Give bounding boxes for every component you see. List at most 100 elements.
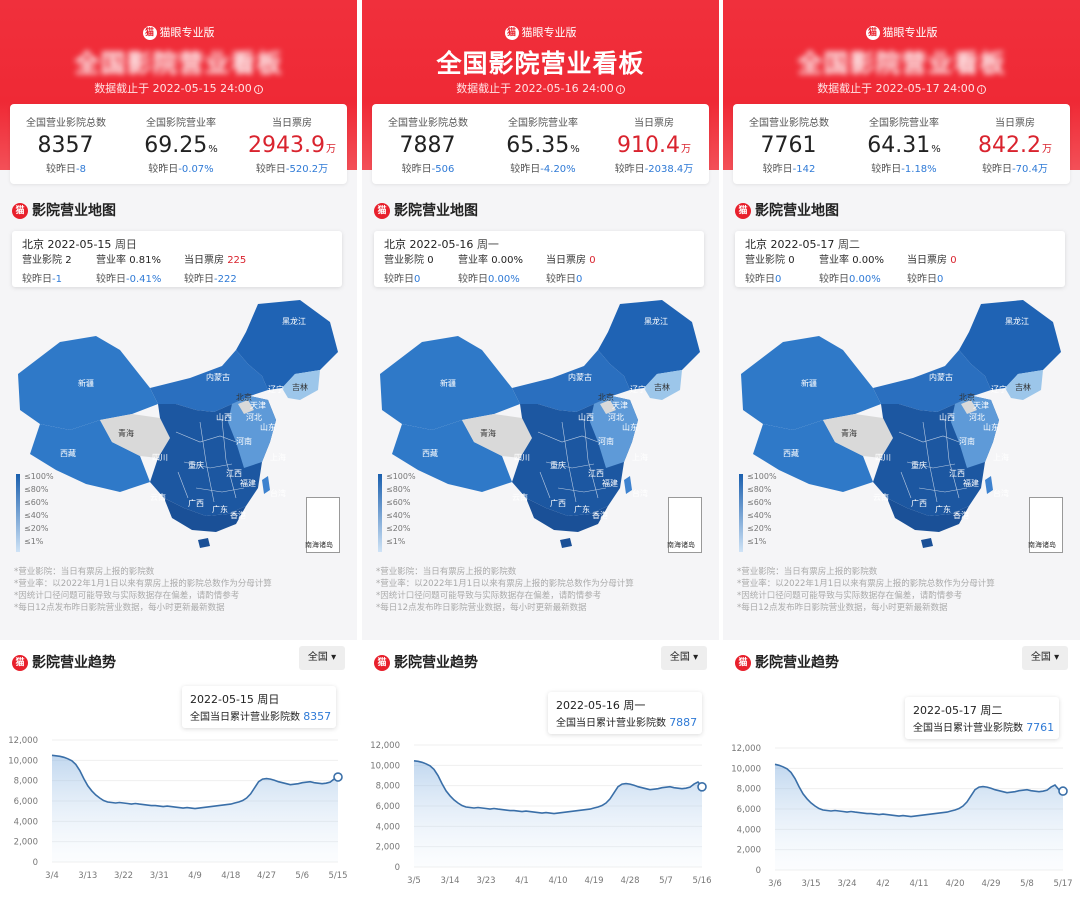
map-province-label[interactable]: 辽宁 xyxy=(630,385,646,394)
x-tick-label: 5/17 xyxy=(1053,879,1072,889)
map-province-label[interactable]: 天津 xyxy=(612,401,628,410)
map-province-label[interactable]: 河北 xyxy=(246,413,262,422)
x-tick-label: 4/2 xyxy=(876,879,890,889)
map-province-label[interactable]: 上海 xyxy=(270,453,286,462)
scope-dropdown[interactable]: 全国 ▾ xyxy=(299,646,345,670)
trend-last-point[interactable] xyxy=(333,772,343,782)
map-province-label[interactable]: 辽宁 xyxy=(991,385,1007,394)
map-province-label[interactable]: 山西 xyxy=(578,413,594,422)
map-notes: *营业影院：当日有票房上报的影院数 *营业率：以2022年1月1日以来有票房上报的… xyxy=(14,566,272,614)
map-province-label[interactable]: 山东 xyxy=(260,423,276,432)
trend-last-point[interactable] xyxy=(1058,786,1068,796)
map-province-label[interactable]: 新疆 xyxy=(801,379,817,388)
map-province-label[interactable]: 广西 xyxy=(911,499,927,508)
map-province-label[interactable]: 黑龙江 xyxy=(644,317,668,326)
map-province-label[interactable]: 北京 xyxy=(959,393,975,402)
map-province-label[interactable]: 福建 xyxy=(240,479,256,488)
map-province-label[interactable]: 香港 xyxy=(953,511,969,520)
kpi-delta: 较昨日-4.20% xyxy=(510,164,576,175)
map-province-label[interactable]: 青海 xyxy=(841,429,857,438)
map-province-label[interactable]: 河南 xyxy=(236,437,252,446)
map-region-beijing xyxy=(961,400,977,414)
map-province-label[interactable]: 山西 xyxy=(939,413,955,422)
map-province-label[interactable]: 内蒙古 xyxy=(929,373,953,382)
map-province-label[interactable]: 黑龙江 xyxy=(1005,317,1029,326)
map-province-label[interactable]: 四川 xyxy=(875,453,891,462)
map-province-label[interactable]: 广东 xyxy=(935,505,951,514)
trend-line-chart[interactable]: 12,000 10,000 8,000 6,000 4,000 2,000 0 3/4 3/13… xyxy=(0,726,357,905)
map-province-label[interactable]: 广东 xyxy=(574,505,590,514)
map-province-label[interactable]: 山西 xyxy=(216,413,232,422)
map-province-label[interactable]: 山东 xyxy=(983,423,999,432)
map-province-label[interactable]: 辽宁 xyxy=(268,385,284,394)
map-province-label[interactable]: 云南 xyxy=(150,493,166,502)
map-province-label[interactable]: 内蒙古 xyxy=(568,373,592,382)
map-province-label[interactable]: 吉林 xyxy=(654,383,670,392)
map-province-label[interactable]: 吉林 xyxy=(292,383,308,392)
china-map-shape[interactable] xyxy=(0,292,357,562)
info-icon[interactable]: i xyxy=(253,84,263,94)
map-province-label[interactable]: 重庆 xyxy=(188,461,204,470)
scope-dropdown[interactable]: 全国 ▾ xyxy=(1022,646,1068,670)
map-province-label[interactable]: 上海 xyxy=(632,453,648,462)
info-icon[interactable]: i xyxy=(976,84,986,94)
map-province-label[interactable]: 青海 xyxy=(480,429,496,438)
map-province-label[interactable]: 重庆 xyxy=(911,461,927,470)
map-province-label[interactable]: 江西 xyxy=(588,469,604,478)
map-province-label[interactable]: 四川 xyxy=(152,453,168,462)
map-province-label[interactable]: 台湾 xyxy=(993,489,1009,498)
map-province-label[interactable]: 西藏 xyxy=(422,449,438,458)
map-province-label[interactable]: 青海 xyxy=(118,429,134,438)
map-province-label[interactable]: 广西 xyxy=(550,499,566,508)
map-province-label[interactable]: 河北 xyxy=(969,413,985,422)
map-province-label[interactable]: 广东 xyxy=(212,505,228,514)
china-map-shape[interactable] xyxy=(362,292,719,562)
map-province-label[interactable]: 西藏 xyxy=(60,449,76,458)
map-province-label[interactable]: 江西 xyxy=(949,469,965,478)
map-province-label[interactable]: 吉林 xyxy=(1015,383,1031,392)
map-province-label[interactable]: 台湾 xyxy=(632,489,648,498)
map-province-label[interactable]: 西藏 xyxy=(783,449,799,458)
map-province-label[interactable]: 四川 xyxy=(514,453,530,462)
map-province-label[interactable]: 江西 xyxy=(226,469,242,478)
china-choropleth-map[interactable]: 新疆西藏 青海 内蒙古 黑龙江吉林 辽宁北京 天津河北 山西山东 河南四川重庆 上海云南广西 广东… xyxy=(0,292,357,562)
map-province-label[interactable]: 广西 xyxy=(188,499,204,508)
china-choropleth-map[interactable]: 新疆西藏 青海 内蒙古 黑龙江吉林 辽宁北京 天津河北 山西山东 河南四川重庆 上海云南广西 广东… xyxy=(362,292,719,562)
map-province-label[interactable]: 香港 xyxy=(230,511,246,520)
map-province-label[interactable]: 云南 xyxy=(873,493,889,502)
map-province-label[interactable]: 天津 xyxy=(250,401,266,410)
map-province-label[interactable]: 新疆 xyxy=(78,379,94,388)
map-province-label[interactable]: 河南 xyxy=(959,437,975,446)
trend-line[interactable] xyxy=(774,763,1064,818)
map-province-label[interactable]: 河北 xyxy=(608,413,624,422)
info-icon[interactable]: i xyxy=(615,84,625,94)
map-province-label[interactable]: 台湾 xyxy=(270,489,286,498)
china-choropleth-map[interactable]: 新疆西藏 青海 内蒙古 黑龙江吉林 辽宁北京 天津河北 山西山东 河南四川重庆 上海云南广西 广东… xyxy=(723,292,1080,562)
map-province-label[interactable]: 北京 xyxy=(598,393,614,402)
trend-line[interactable] xyxy=(51,754,339,810)
note-line: *因统计口径问题可能导致与实际数据存在偏差，请酌情参考 xyxy=(376,591,602,601)
map-province-label[interactable]: 福建 xyxy=(963,479,979,488)
map-province-label[interactable]: 重庆 xyxy=(550,461,566,470)
trend-line-chart[interactable]: 12,000 10,000 8,000 6,000 4,000 2,000 0 3/5 3/14… xyxy=(362,733,719,905)
map-region-south xyxy=(164,498,246,532)
trend-last-point[interactable] xyxy=(697,782,707,792)
map-province-label[interactable]: 黑龙江 xyxy=(282,317,306,326)
region-title: 北京 2022-05-15 周日 xyxy=(22,238,137,251)
map-province-label[interactable]: 香港 xyxy=(592,511,608,520)
map-province-label[interactable]: 新疆 xyxy=(440,379,456,388)
map-province-label[interactable]: 天津 xyxy=(973,401,989,410)
kpi-delta: 较昨日-2038.4万 xyxy=(614,164,694,175)
map-province-label[interactable]: 河南 xyxy=(598,437,614,446)
map-province-label[interactable]: 上海 xyxy=(993,453,1009,462)
map-province-label[interactable]: 福建 xyxy=(602,479,618,488)
china-map-shape[interactable] xyxy=(723,292,1080,562)
map-province-label[interactable]: 山东 xyxy=(622,423,638,432)
map-region-taiwan xyxy=(262,476,270,494)
scope-dropdown[interactable]: 全国 ▾ xyxy=(661,646,707,670)
map-province-label[interactable]: 云南 xyxy=(512,493,528,502)
trend-line-chart[interactable]: 12,000 10,000 8,000 6,000 4,000 2,000 0 3/6 3/15… xyxy=(723,736,1080,905)
trend-line[interactable] xyxy=(413,760,703,815)
map-province-label[interactable]: 北京 xyxy=(236,393,252,402)
map-province-label[interactable]: 内蒙古 xyxy=(206,373,230,382)
